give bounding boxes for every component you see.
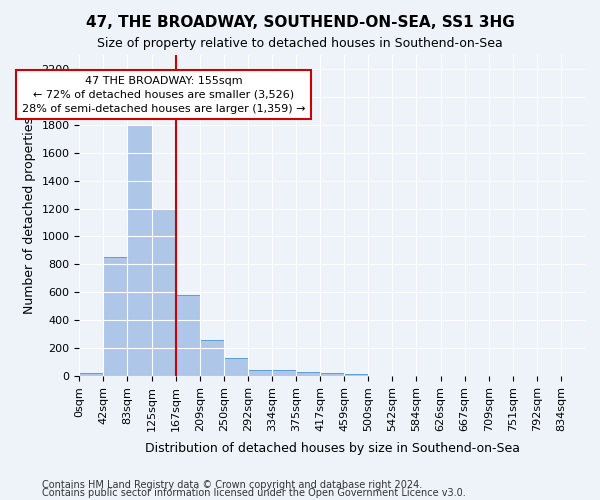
Bar xyxy=(103,258,127,376)
Bar xyxy=(224,358,248,376)
Text: Size of property relative to detached houses in Southend-on-Sea: Size of property relative to detached ho… xyxy=(97,38,503,51)
Text: Contains public sector information licensed under the Open Government Licence v3: Contains public sector information licen… xyxy=(42,488,466,498)
Text: 47 THE BROADWAY: 155sqm
← 72% of detached houses are smaller (3,526)
28% of semi: 47 THE BROADWAY: 155sqm ← 72% of detache… xyxy=(22,76,305,114)
Bar xyxy=(272,370,296,376)
Text: 47, THE BROADWAY, SOUTHEND-ON-SEA, SS1 3HG: 47, THE BROADWAY, SOUTHEND-ON-SEA, SS1 3… xyxy=(86,15,514,30)
Bar xyxy=(200,340,224,376)
Bar xyxy=(320,373,344,376)
Bar xyxy=(248,370,272,376)
Y-axis label: Number of detached properties: Number of detached properties xyxy=(23,117,36,314)
Bar xyxy=(151,208,176,376)
Bar xyxy=(127,125,151,376)
Bar xyxy=(176,295,200,376)
X-axis label: Distribution of detached houses by size in Southend-on-Sea: Distribution of detached houses by size … xyxy=(145,442,520,455)
Text: Contains HM Land Registry data © Crown copyright and database right 2024.: Contains HM Land Registry data © Crown c… xyxy=(42,480,422,490)
Bar xyxy=(296,372,320,376)
Bar xyxy=(344,374,368,376)
Bar xyxy=(79,372,103,376)
